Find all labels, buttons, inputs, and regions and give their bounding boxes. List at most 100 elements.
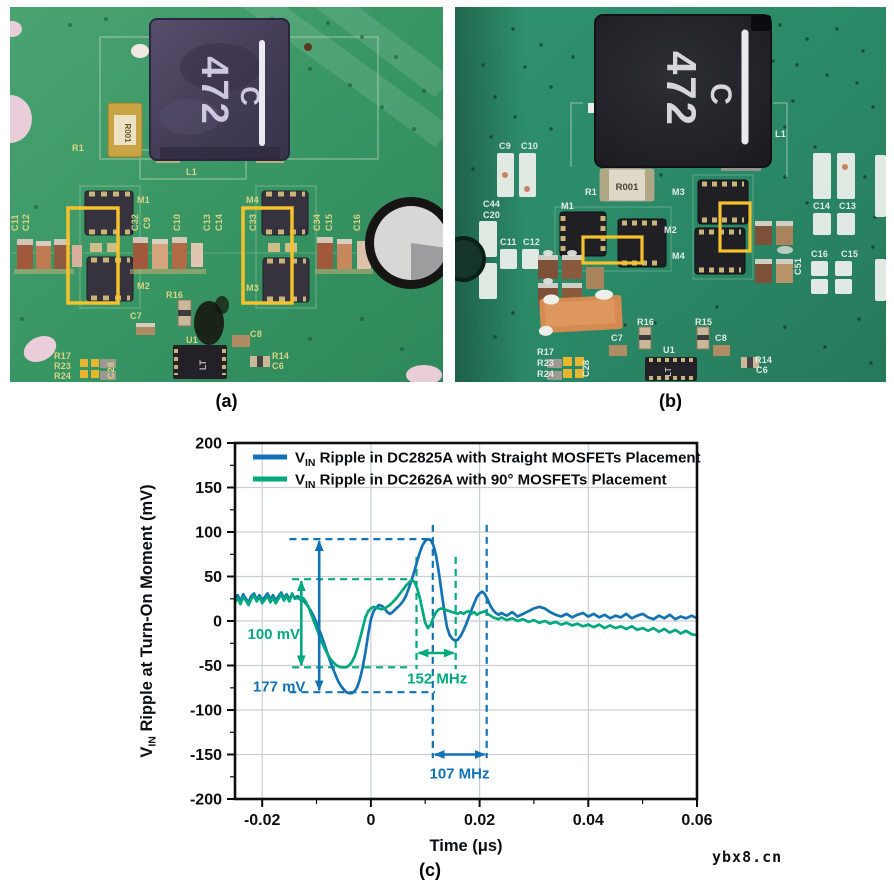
controller-ic: LT [645, 357, 697, 381]
silkscreen-label: R16 [166, 290, 183, 300]
silkscreen-label: C6 [272, 361, 284, 371]
silkscreen-label: C34 [312, 214, 322, 231]
solder-blobs [131, 43, 312, 58]
controller-ic: LT [173, 345, 227, 379]
silkscreen-label: C13 [839, 201, 856, 211]
silkscreen-label: R23 [537, 358, 554, 368]
inductor: 472 C [149, 18, 290, 163]
svg-text:0.06: 0.06 [681, 812, 712, 829]
svg-text:-100: -100 [190, 703, 222, 720]
caption-c: (c) [419, 860, 441, 880]
mosfet-m4 [261, 190, 309, 236]
mosfet-chips [84, 190, 310, 303]
silkscreen-label: C11 [10, 214, 20, 231]
silkscreen-label: C8 [250, 329, 262, 339]
highlight-box-left [66, 206, 120, 305]
legend-entry: VIN Ripple in DC2626A with 90° MOSFETs P… [295, 472, 667, 492]
silkscreen-label: C28 [581, 360, 591, 377]
silkscreen-outlines [554, 102, 788, 280]
svg-text:-50: -50 [199, 658, 222, 675]
unpopulated-pads [479, 153, 886, 301]
svg-text:0.04: 0.04 [573, 812, 604, 829]
svg-text:0: 0 [213, 614, 222, 631]
svg-text:150: 150 [195, 480, 222, 497]
axis-ticks [227, 442, 698, 807]
highlight-box-left [581, 235, 644, 265]
silkscreen-label: R24 [537, 369, 554, 379]
silkscreen-label: R1 [72, 143, 84, 153]
silkscreen-label: R17 [54, 351, 71, 361]
inductor-marking-letter: C [235, 86, 265, 108]
silkscreen-label: C8 [715, 333, 727, 343]
silkscreen-label: U1 [186, 335, 198, 345]
shunt-resistor: R001 [107, 102, 143, 158]
x-axis-title: Time (μs) [429, 837, 502, 855]
silkscreen-label: C15 [324, 214, 334, 231]
silkscreen-label: R15 [695, 317, 712, 327]
measurement-label: 152 MHz [407, 670, 467, 687]
plot-frame [233, 441, 699, 801]
gridlines [235, 443, 697, 799]
svg-text:VIN Ripple at Turn-On Moment (: VIN Ripple at Turn-On Moment (mV) [138, 484, 159, 757]
silkscreen-label: M3 [246, 283, 259, 293]
inductor: 472 C [594, 14, 772, 171]
mosfet-m3 [262, 257, 310, 303]
tick-labels: -0.02 0 0.02 0.04 0.06 200 150 100 50 0 -50 -100 -15… [190, 436, 713, 830]
silkscreen-label: M2 [664, 225, 677, 235]
inductor-marking-letter: C [704, 83, 737, 107]
svg-text:100: 100 [195, 525, 222, 542]
electrolytic-capacitor [365, 197, 443, 289]
caption-a: (a) [215, 391, 238, 411]
svg-text:-200: -200 [190, 792, 222, 809]
silkscreen-label: M3 [672, 187, 685, 197]
silkscreen-label: M4 [672, 251, 685, 261]
pcb-photo-a-svg: 472 C R001 [10, 7, 443, 382]
ripple-chart: 177 mV 100 mV 152 MHz 107 MHz -0.02 0 0.02 0.04… [130, 427, 730, 879]
y-axis-title: VIN Ripple at Turn-On Moment (mV) [138, 484, 159, 757]
caption-b: (b) [659, 391, 682, 411]
pcb-photo-90deg-placement: 472 C R001 [455, 7, 886, 382]
silkscreen-label: C33 [248, 214, 258, 231]
pink-patches [10, 21, 442, 382]
silkscreen-label: R1 [585, 187, 597, 197]
photo-vignette [455, 7, 525, 382]
silkscreen-label: C14 [214, 214, 224, 231]
silkscreen-label: C7 [130, 311, 142, 321]
measurement-label: 177 mV [253, 678, 306, 695]
annotation-arrows: 177 mV 100 mV 152 MHz 107 MHz [248, 539, 490, 783]
silkscreen-label: C28 [106, 362, 116, 379]
silkscreen-label: R14 [755, 355, 772, 365]
fiducial-mark-left [588, 103, 598, 113]
silkscreen-label: C15 [841, 249, 858, 259]
bottom-components: LT [547, 326, 759, 381]
ic-logo: LT [198, 359, 208, 370]
mounting-hole [455, 236, 486, 282]
silkscreen-label: C51 [793, 258, 803, 275]
silkscreen-label: C44 [483, 199, 500, 209]
via-dots [471, 23, 877, 365]
svg-text:50: 50 [204, 569, 222, 586]
copper-patch [538, 289, 623, 336]
ic-logo: LT [664, 367, 673, 376]
measurement-label: 100 mV [248, 626, 301, 643]
pad-smudges [502, 164, 848, 192]
pcb-photo-straight-placement: 472 C R001 [10, 7, 443, 382]
shunt-resistor: R001 [599, 168, 655, 202]
measurement-label: 107 MHz [429, 766, 489, 783]
silkscreen-label: C32 [130, 214, 140, 231]
silkscreen-label: C6 [756, 365, 768, 375]
svg-text:0: 0 [366, 812, 375, 829]
silkscreen-label: R24 [54, 371, 71, 381]
highlight-box-right [718, 201, 752, 253]
silkscreen-label: U1 [663, 345, 675, 355]
shunt-marking: R001 [616, 182, 639, 193]
silkscreen-label: C20 [483, 210, 500, 220]
inductor-marking-number: 472 [193, 56, 235, 125]
pcb-photo-b-svg: 472 C R001 [455, 7, 886, 382]
silkscreen-label: C9 [499, 141, 511, 151]
silkscreen-label: R16 [637, 317, 654, 327]
silkscreen-label: M2 [137, 281, 150, 291]
